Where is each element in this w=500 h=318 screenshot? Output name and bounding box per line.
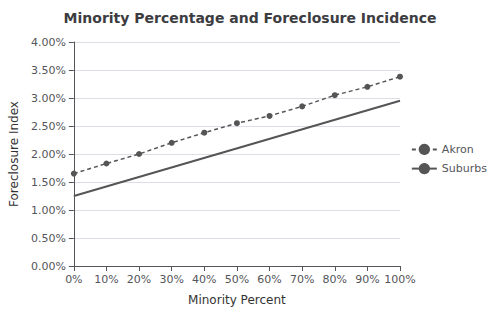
svg-text:Akron: Akron <box>442 143 474 156</box>
svg-text:0.00%: 0.00% <box>31 260 66 273</box>
svg-text:3.50%: 3.50% <box>31 64 66 77</box>
svg-text:50%: 50% <box>225 273 249 286</box>
svg-text:30%: 30% <box>159 273 183 286</box>
svg-text:0%: 0% <box>65 273 82 286</box>
svg-text:2.50%: 2.50% <box>31 120 66 133</box>
svg-text:0.50%: 0.50% <box>31 232 66 245</box>
svg-text:Minority Percentage and Forecl: Minority Percentage and Foreclosure Inci… <box>64 10 437 26</box>
svg-text:3.00%: 3.00% <box>31 92 66 105</box>
svg-text:100%: 100% <box>384 273 415 286</box>
svg-text:20%: 20% <box>127 273 151 286</box>
svg-text:Minority Percent: Minority Percent <box>188 293 286 307</box>
svg-text:70%: 70% <box>290 273 314 286</box>
svg-text:10%: 10% <box>94 273 118 286</box>
svg-text:60%: 60% <box>257 273 281 286</box>
svg-text:1.00%: 1.00% <box>31 204 66 217</box>
svg-text:1.50%: 1.50% <box>31 176 66 189</box>
svg-text:90%: 90% <box>355 273 379 286</box>
svg-text:Suburbs: Suburbs <box>442 162 487 175</box>
svg-text:80%: 80% <box>323 273 347 286</box>
svg-text:40%: 40% <box>192 273 216 286</box>
svg-text:2.00%: 2.00% <box>31 148 66 161</box>
svg-text:Foreclosure Index: Foreclosure Index <box>7 101 21 207</box>
svg-text:4.00%: 4.00% <box>31 36 66 49</box>
